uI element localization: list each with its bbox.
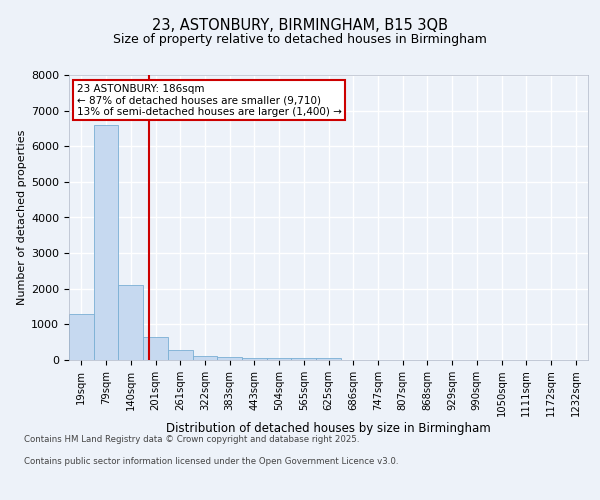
Bar (94, 125, 118, 360)
Bar (292, 358, 316, 360)
Text: 23, ASTONBURY, BIRMINGHAM, B15 3QB: 23, ASTONBURY, BIRMINGHAM, B15 3QB (152, 18, 448, 32)
Y-axis label: Number of detached properties: Number of detached properties (17, 130, 27, 305)
Bar (217, 357, 242, 360)
Bar (118, 285, 143, 360)
Bar (242, 358, 267, 360)
Text: Contains HM Land Registry data © Crown copyright and database right 2025.: Contains HM Land Registry data © Crown c… (24, 436, 359, 444)
Text: Contains public sector information licensed under the Open Government Licence v3: Contains public sector information licen… (24, 457, 398, 466)
Bar (143, 337, 168, 360)
Bar (316, 358, 341, 360)
Text: 23 ASTONBURY: 186sqm
← 87% of detached houses are smaller (9,710)
13% of semi-de: 23 ASTONBURY: 186sqm ← 87% of detached h… (77, 84, 341, 116)
X-axis label: Distribution of detached houses by size in Birmingham: Distribution of detached houses by size … (166, 422, 491, 435)
Bar (193, 356, 217, 360)
Text: Size of property relative to detached houses in Birmingham: Size of property relative to detached ho… (113, 32, 487, 46)
Bar (267, 358, 292, 360)
Bar (168, 350, 193, 360)
Bar (69, 314, 94, 360)
